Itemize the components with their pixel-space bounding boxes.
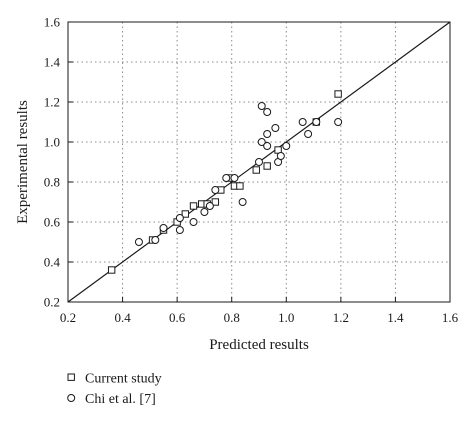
x-tick-label: 1.6 (442, 310, 459, 325)
data-point-chi-et-al (151, 236, 160, 244)
y-tick-label: 0.6 (44, 215, 61, 230)
data-point-chi-et-al (134, 238, 143, 246)
data-point-chi-et-al (298, 118, 307, 126)
data-point-chi-et-al (304, 130, 313, 138)
data-point-current-study (252, 166, 260, 174)
data-point-chi-et-al (175, 226, 184, 234)
data-point-chi-et-al (271, 124, 280, 132)
data-point-chi-et-al (230, 174, 239, 182)
legend: Current study Chi et al. [7] (67, 372, 162, 407)
y-tick-label: 0.8 (44, 175, 60, 190)
x-tick-label: 0.6 (169, 310, 186, 325)
data-points (107, 90, 343, 274)
x-tick-label: 0.8 (224, 310, 240, 325)
data-point-chi-et-al (238, 198, 247, 206)
data-point-chi-et-al (263, 142, 272, 150)
y-tick-label: 1.0 (44, 135, 60, 150)
data-point-chi-et-al (255, 158, 263, 166)
data-point-chi-et-al (276, 152, 285, 160)
data-point-chi-et-al (282, 142, 291, 150)
data-point-chi-et-al (263, 130, 272, 138)
data-point-current-study (181, 210, 190, 218)
data-point-chi-et-al (205, 202, 214, 210)
data-point-chi-et-al (222, 174, 231, 182)
y-tick-label: 1.6 (44, 15, 61, 30)
legend-marker-circle (67, 394, 76, 402)
x-tick-label: 0.4 (114, 310, 131, 325)
data-point-current-study (334, 90, 342, 98)
x-tick-label: 1.0 (278, 310, 294, 325)
y-tick-label: 1.4 (44, 55, 61, 70)
data-point-chi-et-al (334, 118, 343, 126)
x-tick-label: 1.4 (387, 310, 404, 325)
y-axis-title: Experimental results (15, 100, 31, 224)
plot-frame (67, 21, 451, 303)
y-tick-label: 1.2 (44, 95, 60, 110)
legend-label-chi-et-al: Chi et al. [7] (85, 392, 156, 407)
y-tick-label: 0.2 (44, 295, 60, 310)
grid (68, 22, 450, 302)
data-point-chi-et-al (200, 208, 209, 216)
data-point-chi-et-al (257, 138, 266, 146)
legend-label-current-study: Current study (85, 372, 162, 387)
x-axis-title: Predicted results (209, 337, 309, 353)
axis-ticks: 0.2 0.4 0.6 0.8 1.0 1.2 1.4 1.6 0.2 0.4 0.6 0.8 1.0 1… (44, 15, 459, 326)
data-point-chi-et-al (257, 102, 266, 110)
data-point-chi-et-al (263, 108, 272, 116)
x-tick-label: 1.2 (333, 310, 349, 325)
data-point-current-study (107, 266, 116, 274)
data-point-current-study (211, 198, 220, 206)
data-point-chi-et-al (312, 118, 321, 126)
data-point-current-study (189, 202, 198, 210)
y-tick-label: 0.4 (44, 255, 61, 270)
data-point-chi-et-al (189, 218, 198, 226)
data-point-current-study (236, 182, 244, 190)
legend-marker-square (67, 373, 75, 381)
data-point-current-study (263, 162, 271, 170)
x-tick-label: 0.2 (60, 310, 76, 325)
data-point-chi-et-al (175, 214, 184, 222)
data-point-chi-et-al (211, 186, 220, 194)
data-point-chi-et-al (159, 224, 168, 232)
